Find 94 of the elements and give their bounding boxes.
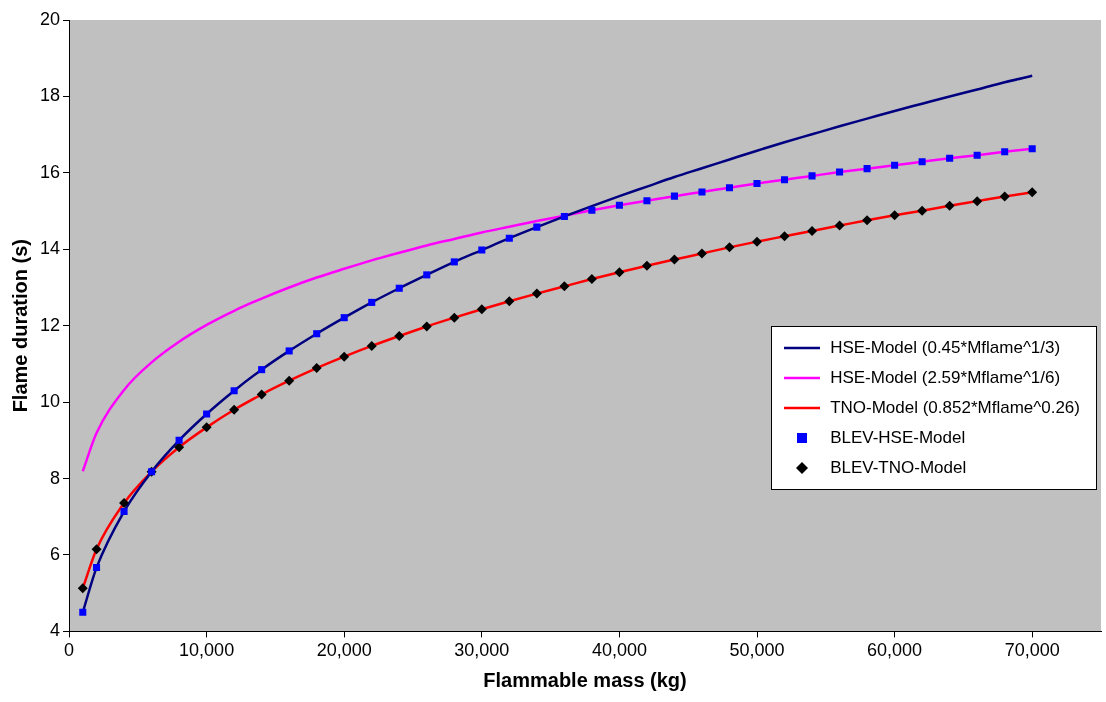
point <box>779 231 790 242</box>
point <box>891 161 899 169</box>
point <box>698 188 706 196</box>
x-tick-label: 20,000 <box>316 640 372 661</box>
point <box>533 223 541 231</box>
y-tick-label: 4 <box>50 620 61 641</box>
point <box>973 151 981 159</box>
x-tick-label: 10,000 <box>179 640 235 661</box>
point <box>77 583 88 594</box>
point <box>203 410 211 418</box>
point <box>834 220 845 231</box>
point <box>285 347 293 355</box>
point <box>531 288 542 299</box>
point <box>917 205 928 216</box>
point <box>256 389 267 400</box>
point <box>944 200 955 211</box>
point <box>560 212 568 220</box>
point <box>368 298 376 306</box>
point <box>753 180 761 188</box>
point <box>807 225 818 236</box>
y-tick-label: 8 <box>50 467 61 488</box>
x-tick-label: 50,000 <box>729 640 785 661</box>
x-tick-label: 40,000 <box>591 640 647 661</box>
point <box>366 340 377 351</box>
point <box>478 246 486 254</box>
point <box>93 564 101 572</box>
point <box>449 312 460 323</box>
point <box>504 296 515 307</box>
y-tick-label: 16 <box>39 161 61 182</box>
point <box>505 234 513 242</box>
point <box>999 191 1010 202</box>
point <box>808 172 816 180</box>
x-tick-label: 0 <box>64 640 75 661</box>
point <box>889 210 900 221</box>
x-tick-label: 70,000 <box>1004 640 1060 661</box>
point <box>394 331 405 342</box>
y-tick-label: 12 <box>39 314 61 335</box>
point <box>421 321 432 332</box>
y-tick-label: 20 <box>39 8 61 29</box>
point <box>1001 148 1009 156</box>
point <box>258 366 266 374</box>
y-tick-label: 10 <box>39 391 61 412</box>
legend-label: HSE-Model (0.45*Mflame^1/3) <box>830 337 1061 358</box>
point <box>476 304 487 315</box>
point <box>120 507 128 515</box>
point <box>313 330 321 338</box>
point <box>670 192 678 200</box>
legend-label: BLEV-HSE-Model <box>830 427 966 448</box>
point <box>284 375 295 386</box>
point <box>311 363 322 374</box>
x-tick-label: 60,000 <box>867 640 923 661</box>
point <box>174 442 185 453</box>
x-axis-title: Flammable mass (kg) <box>483 668 687 691</box>
point <box>615 201 623 209</box>
y-axis-title: Flame duration (s) <box>8 239 31 413</box>
point <box>614 267 625 278</box>
point <box>752 236 763 247</box>
point <box>91 544 102 555</box>
point <box>836 168 844 176</box>
point <box>79 608 87 616</box>
point <box>586 274 597 285</box>
point <box>340 314 348 322</box>
y-tick-label: 18 <box>39 85 61 106</box>
y-tick-label: 14 <box>39 238 61 259</box>
point <box>1027 187 1038 198</box>
point <box>588 206 596 214</box>
point <box>946 154 954 162</box>
point <box>395 284 403 292</box>
point <box>643 197 651 205</box>
legend-label: HSE-Model (2.59*Mflame^1/6) <box>830 367 1061 388</box>
point <box>339 351 350 362</box>
point <box>559 281 570 292</box>
legend-label: BLEV-TNO-Model <box>830 457 967 478</box>
point <box>119 498 130 509</box>
point <box>641 260 652 271</box>
point <box>669 254 680 265</box>
legend-label: TNO-Model (0.852*Mflame^0.26) <box>830 397 1080 418</box>
point <box>201 422 212 433</box>
point <box>696 248 707 259</box>
point <box>725 184 734 192</box>
point <box>423 271 431 279</box>
point <box>230 387 238 395</box>
point <box>1028 145 1036 153</box>
point <box>724 242 735 253</box>
point <box>450 258 458 266</box>
point <box>863 165 871 173</box>
y-tick-label: 6 <box>50 543 61 564</box>
point <box>972 196 983 207</box>
point <box>175 436 183 444</box>
point <box>862 215 873 226</box>
point <box>229 404 240 415</box>
point <box>780 176 789 184</box>
point <box>918 158 926 166</box>
x-tick-label: 30,000 <box>454 640 510 661</box>
